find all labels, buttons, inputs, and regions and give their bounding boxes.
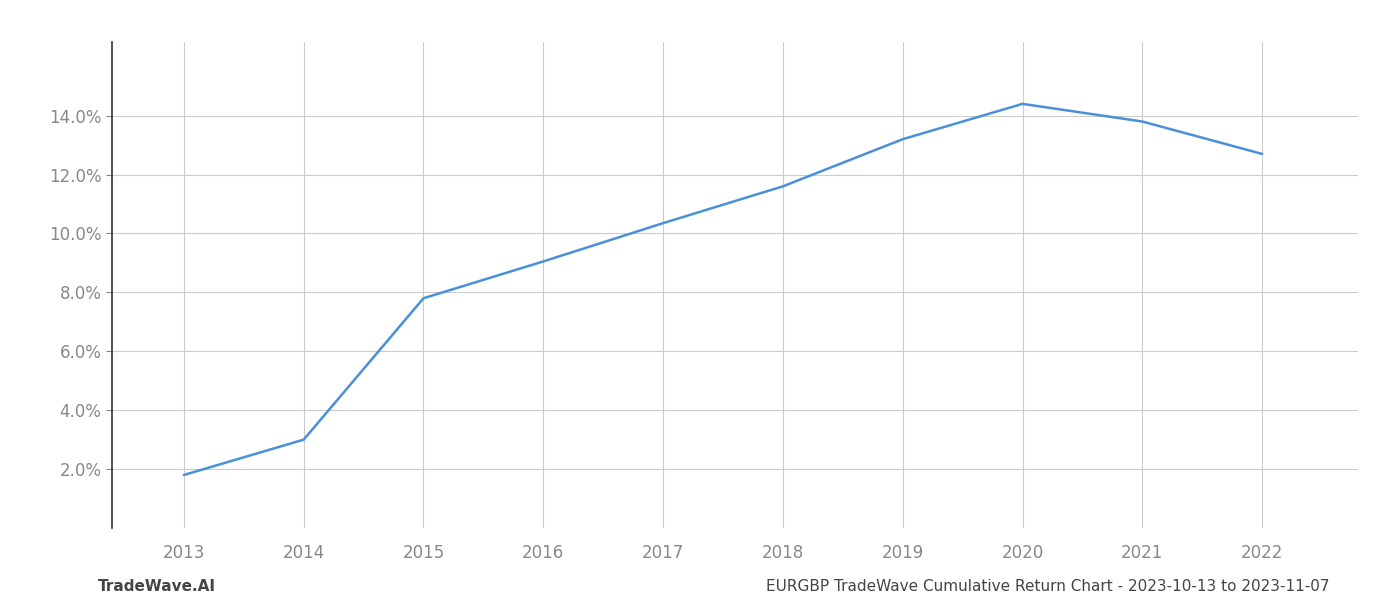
Text: TradeWave.AI: TradeWave.AI [98, 579, 216, 594]
Text: EURGBP TradeWave Cumulative Return Chart - 2023-10-13 to 2023-11-07: EURGBP TradeWave Cumulative Return Chart… [767, 579, 1330, 594]
